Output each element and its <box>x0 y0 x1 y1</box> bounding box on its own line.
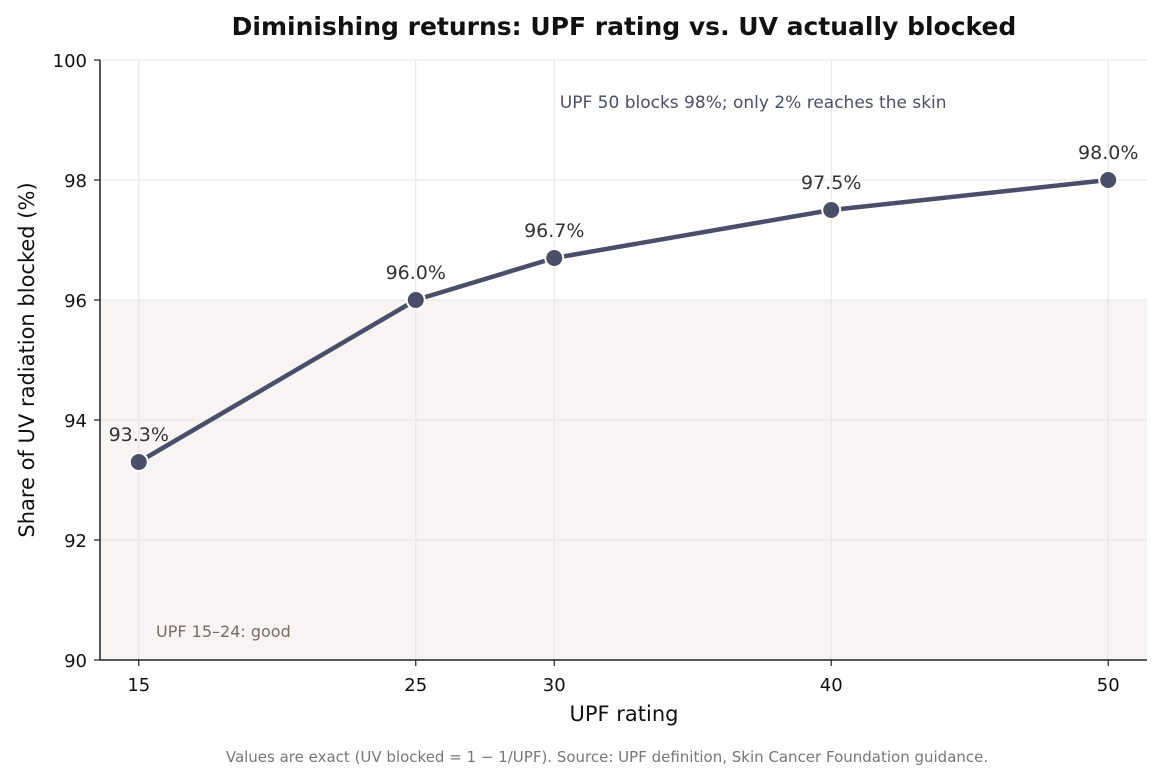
y-tick-label: 100 <box>53 51 87 72</box>
y-tick-label: 98 <box>64 171 87 192</box>
y-tick-label: 90 <box>64 651 87 672</box>
x-tick-label: 25 <box>404 675 427 696</box>
data-label: 93.3% <box>109 424 169 446</box>
chart-title: Diminishing returns: UPF rating vs. UV a… <box>232 12 1017 41</box>
data-label: 98.0% <box>1078 142 1138 164</box>
shaded-band-layer <box>100 300 1147 660</box>
series-layer <box>128 170 1119 472</box>
data-label: 97.5% <box>801 172 861 194</box>
x-tick-label: 40 <box>820 675 843 696</box>
annotation-text: UPF 50 blocks 98%; only 2% reaches the s… <box>560 93 947 113</box>
data-point <box>128 452 149 472</box>
data-label: 96.0% <box>386 262 446 284</box>
data-point <box>544 248 565 268</box>
y-tick-label: 94 <box>64 411 87 432</box>
axes-layer <box>99 60 1147 661</box>
x-tick-label: 15 <box>127 675 150 696</box>
ticks-layer: 15 25 30 40 50 90 92 94 96 98 100 <box>53 51 1120 696</box>
y-axis-label: Share of UV radiation blocked (%) <box>15 182 39 537</box>
shaded-band-label: UPF 15–24: good <box>156 622 291 641</box>
x-tick-label: 30 <box>543 675 566 696</box>
y-tick-label: 96 <box>64 291 87 312</box>
x-tick-label: 50 <box>1097 675 1120 696</box>
data-labels-layer: 93.3% 96.0% 96.7% 97.5% 98.0% <box>109 142 1139 446</box>
data-point <box>405 290 426 310</box>
data-label: 96.7% <box>524 220 584 242</box>
grid-layer <box>100 59 1147 661</box>
y-tick-label: 92 <box>64 531 87 552</box>
data-point <box>821 200 842 220</box>
footnote: Values are exact (UV blocked = 1 − 1/UPF… <box>226 748 988 766</box>
data-point <box>1098 170 1119 190</box>
x-axis-label: UPF rating <box>570 702 679 726</box>
shaded-band <box>100 300 1147 660</box>
